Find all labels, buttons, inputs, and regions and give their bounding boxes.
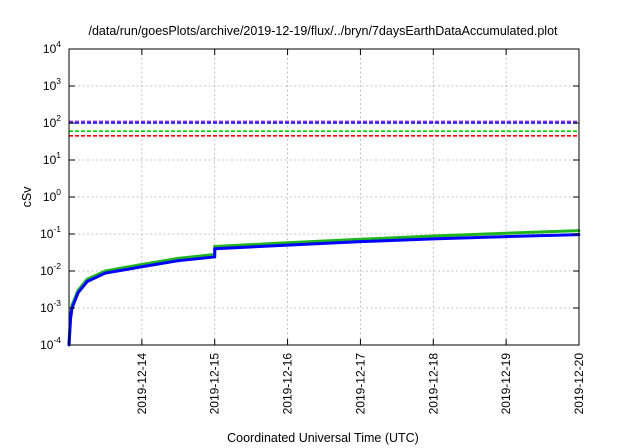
chart-title: /data/run/goesPlots/archive/2019-12-19/f… bbox=[88, 24, 558, 38]
series-point bbox=[359, 240, 362, 244]
y-tick-labels: 10-4 10-3 10-2 10-1 100 101 102 103 104 bbox=[40, 39, 61, 352]
series-line bbox=[67, 229, 580, 346]
x-tick-label: 2019-12-15 bbox=[208, 353, 222, 415]
series-point bbox=[213, 245, 217, 248]
series-point bbox=[69, 317, 72, 321]
x-tick-label: 2019-12-16 bbox=[281, 353, 295, 415]
series-point bbox=[431, 237, 435, 241]
series-point bbox=[504, 231, 508, 235]
x-tick-label: 2019-12-20 bbox=[572, 353, 586, 415]
y-tick-label: 101 bbox=[43, 150, 61, 167]
series-line bbox=[67, 233, 580, 346]
x-tick-label: 2019-12-14 bbox=[135, 353, 149, 415]
grid bbox=[69, 49, 579, 345]
y-tick-label: 100 bbox=[43, 187, 61, 204]
axis-ticks bbox=[69, 48, 580, 346]
x-tick-label: 2019-12-17 bbox=[353, 353, 367, 415]
y-tick-label: 10-4 bbox=[40, 335, 61, 352]
x-axis-label: Coordinated Universal Time (UTC) bbox=[227, 431, 419, 445]
series-point bbox=[286, 243, 289, 247]
series-point bbox=[431, 234, 435, 238]
y-axis-label: cSv bbox=[20, 186, 34, 208]
series-point bbox=[85, 280, 89, 283]
series-point bbox=[504, 235, 508, 239]
x-tick-label: 2019-12-18 bbox=[426, 353, 440, 415]
series-point bbox=[213, 255, 217, 259]
threshold-lines bbox=[69, 120, 579, 137]
series-point bbox=[359, 237, 362, 241]
x-tick-label: 2019-12-19 bbox=[499, 353, 513, 415]
series-layer bbox=[67, 229, 581, 347]
y-tick-label: 10-3 bbox=[40, 298, 61, 315]
series-point bbox=[140, 265, 144, 269]
y-tick-label: 102 bbox=[43, 113, 61, 130]
x-tick-labels: 2019-12-14 2019-12-15 2019-12-16 2019-12-17… bbox=[135, 353, 586, 415]
series-point bbox=[76, 291, 80, 295]
series-point bbox=[176, 256, 180, 260]
series-point bbox=[176, 259, 180, 263]
y-tick-label: 104 bbox=[43, 39, 61, 56]
series-point bbox=[286, 241, 289, 245]
series-point bbox=[213, 247, 217, 251]
series-point bbox=[104, 271, 107, 275]
y-tick-label: 10-1 bbox=[40, 224, 61, 241]
y-tick-label: 103 bbox=[43, 76, 61, 93]
y-tick-label: 10-2 bbox=[40, 261, 61, 278]
